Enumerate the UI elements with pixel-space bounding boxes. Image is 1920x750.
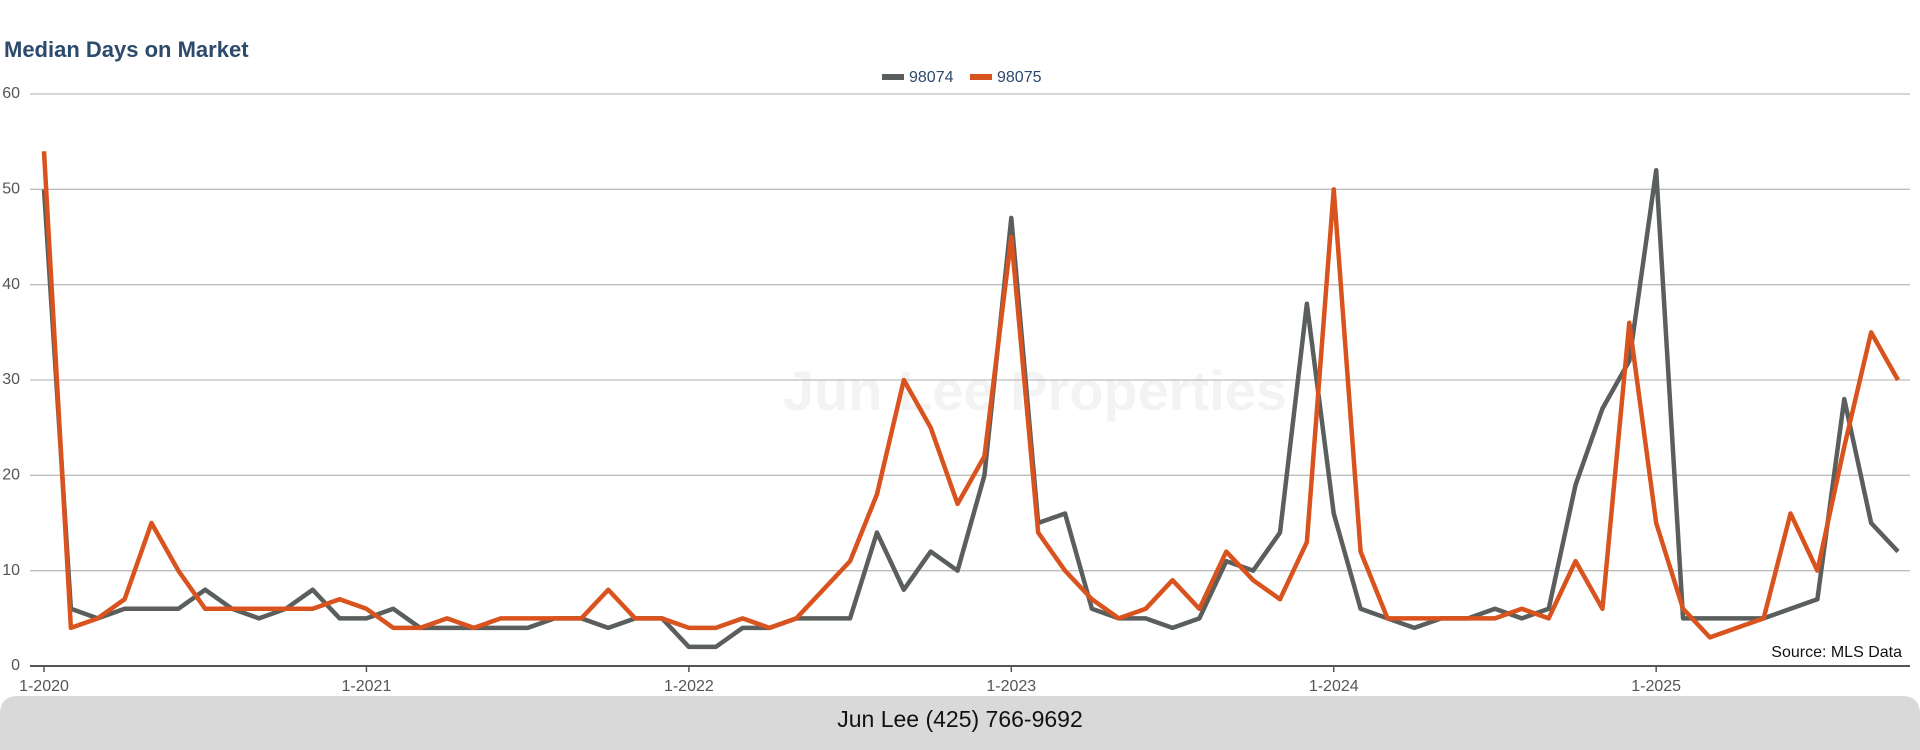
- legend-label: 98075: [997, 69, 1042, 86]
- y-tick-label: 0: [11, 657, 20, 674]
- line-series: [41, 168, 1900, 650]
- footer-band: [0, 696, 1920, 750]
- x-tick-label: 1-2024: [1309, 678, 1359, 695]
- y-tick-label: 40: [2, 276, 20, 293]
- x-tick-label: 1-2025: [1631, 678, 1681, 695]
- x-tick-label: 1-2022: [664, 678, 714, 695]
- y-tick-label: 50: [2, 181, 20, 198]
- source-note: Source: MLS Data: [1771, 644, 1902, 661]
- x-tick-label: 1-2020: [19, 678, 69, 695]
- y-tick-label: 10: [2, 562, 20, 579]
- x-tick-label: 1-2023: [986, 678, 1036, 695]
- watermark: Jun Lee Properties: [783, 359, 1287, 422]
- legend-label: 98074: [909, 69, 954, 86]
- x-tick-label: 1-2021: [342, 678, 392, 695]
- line-series: [41, 151, 1900, 640]
- chart-title: Median Days on Market: [4, 37, 249, 62]
- y-tick-label: 20: [2, 467, 20, 484]
- y-tick-label: 60: [2, 85, 20, 102]
- footer-text: Jun Lee (425) 766-9692: [837, 706, 1083, 732]
- y-tick-label: 30: [2, 371, 20, 388]
